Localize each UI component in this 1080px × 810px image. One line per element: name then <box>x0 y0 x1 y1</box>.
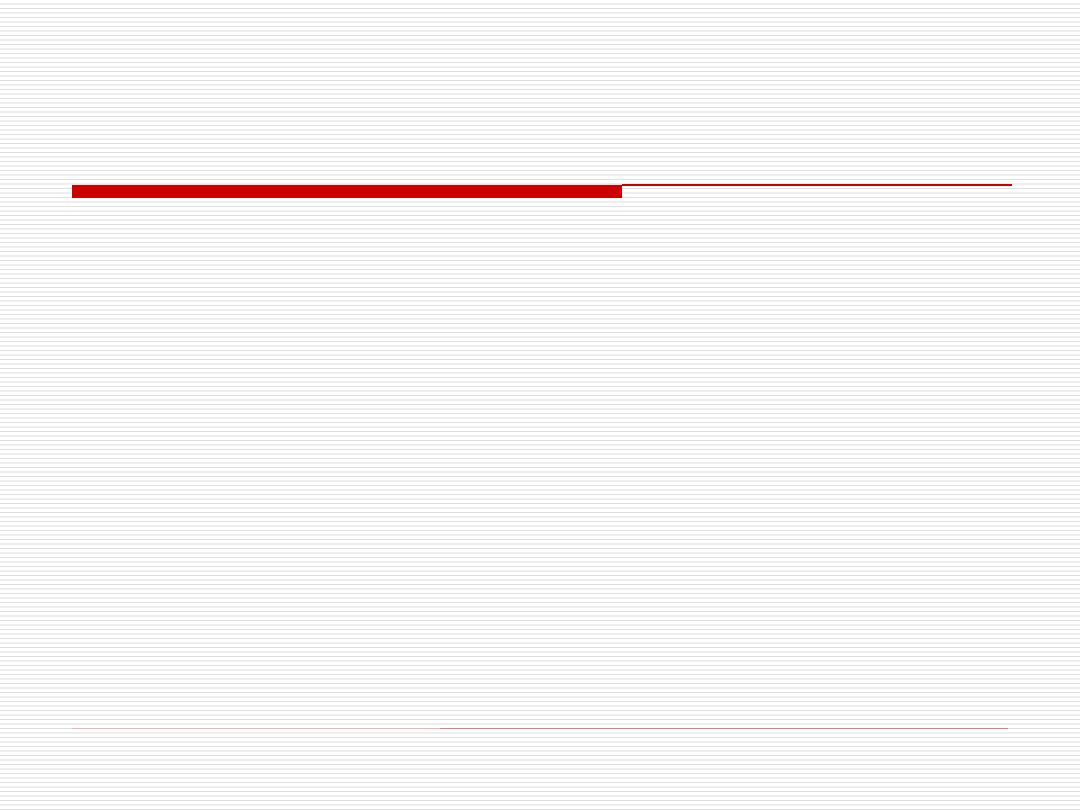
title-underline <box>622 184 1012 186</box>
footer-divider-left <box>72 728 440 729</box>
title-accent-bar <box>72 185 622 198</box>
footer-divider-right <box>440 728 1008 729</box>
